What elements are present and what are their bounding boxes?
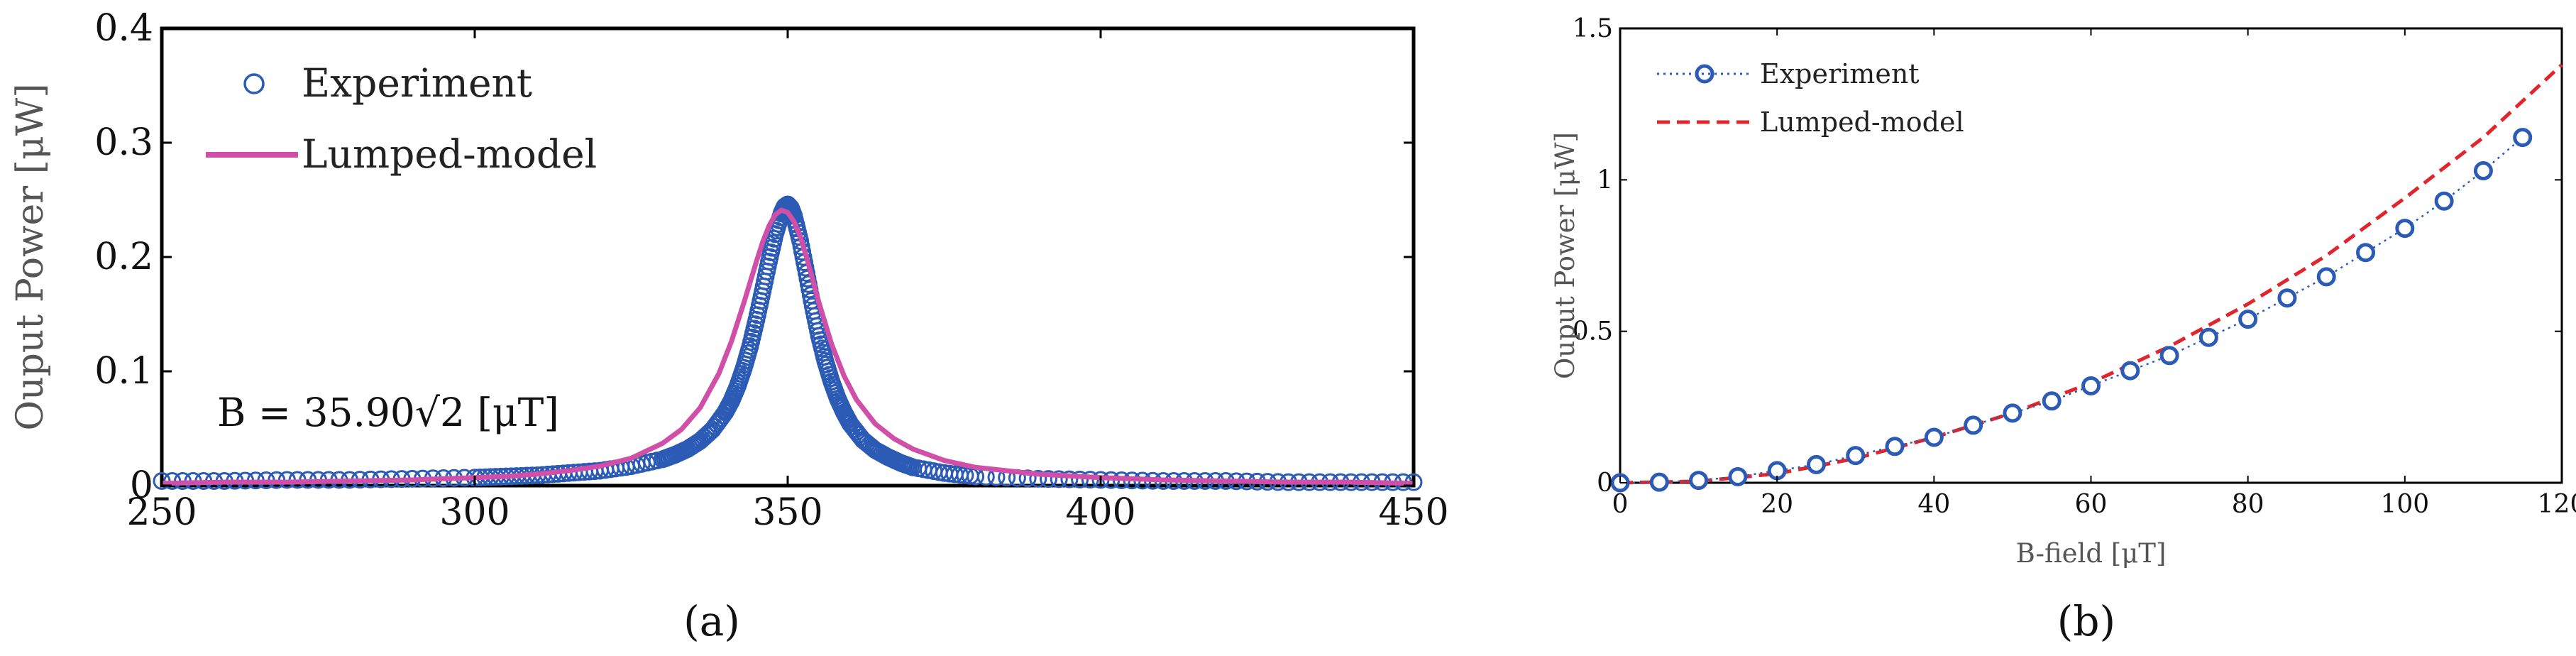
b-y-tick-label: 1 — [1597, 165, 1613, 195]
panel-b-tick-layer: 0 20 40 60 80 100 120 0 0.5 1 1.5 — [1573, 14, 2576, 519]
experiment-data-point — [2434, 191, 2454, 211]
a-x-tick-label: 300 — [439, 491, 510, 534]
experiment-data-point — [1924, 427, 1944, 447]
experiment-data-point — [2081, 376, 2101, 395]
experiment-data-point — [1806, 454, 1826, 474]
b-x-tick-label: 80 — [2232, 490, 2264, 519]
panel-a-y-axis-label: Ouput Power [μW] — [9, 84, 52, 431]
a-x-tick-label: 250 — [126, 491, 197, 534]
experiment-data-point — [2003, 403, 2022, 423]
b-x-tick-label: 60 — [2075, 490, 2108, 519]
panel-b-legend: Experiment Lumped-model — [1657, 58, 1964, 138]
panel-a-plot-frame — [160, 26, 1416, 488]
b-x-tick-label: 0 — [1612, 490, 1629, 519]
experiment-data-point — [2042, 391, 2062, 411]
experiment-data-point — [2473, 161, 2493, 181]
panel-b-label: (b) — [2057, 597, 2115, 645]
experiment-data-point — [1071, 470, 1089, 488]
panel-b-chart: 0 20 40 60 80 100 120 0 0.5 1 1.5 Ouput Power [μW]… — [1550, 14, 2576, 645]
b-x-tick-label: 120 — [2538, 490, 2576, 519]
panel-a-legend: Experiment Lumped-model — [206, 60, 597, 177]
experiment-data-point — [2238, 310, 2258, 329]
a-y-tick-label: 0.3 — [94, 121, 153, 164]
b-y-tick-label: 0.5 — [1573, 317, 1613, 346]
experiment-data-point — [2277, 288, 2297, 308]
experiment-data-point — [1689, 471, 1709, 491]
experiment-data-point — [1060, 470, 1079, 488]
experiment-data-point — [951, 466, 969, 484]
a-x-tick-label: 350 — [752, 491, 822, 534]
a-y-tick-label: 0.1 — [94, 350, 153, 393]
experiment-data-point — [1964, 415, 1983, 435]
experiment-data-point — [2395, 219, 2415, 239]
a-y-tick-label: 0.2 — [94, 236, 153, 278]
panel-a-legend-lumped-label: Lumped-model — [302, 131, 597, 177]
experiment-data-point — [2159, 346, 2179, 366]
experiment-data-point — [1728, 466, 1748, 486]
experiment-data-point — [1050, 470, 1068, 488]
b-x-tick-label: 40 — [1917, 490, 1950, 519]
experiment-data-point — [2120, 361, 2140, 381]
panel-b-series-layer — [1610, 63, 2563, 493]
experiment-data-point — [1029, 469, 1047, 488]
experiment-data-point — [695, 428, 713, 447]
a-x-tick-label: 450 — [1378, 491, 1448, 534]
panel-a-chart: 250 300 350 400 450 0 0.1 0.2 0.3 0.4 Ouput Power… — [9, 7, 1449, 645]
b-y-tick-label: 1.5 — [1573, 14, 1613, 43]
lumped-model-curve — [161, 207, 1414, 486]
a-y-tick-label: 0.4 — [94, 7, 153, 50]
b-x-tick-label: 100 — [2380, 490, 2429, 519]
experiment-data-point — [1040, 470, 1057, 488]
panel-a-legend-experiment-marker — [243, 73, 265, 94]
a-x-tick-label: 400 — [1065, 491, 1135, 534]
panel-b-x-axis-label: B-field [μT] — [2016, 538, 2167, 569]
panel-b-legend-experiment-marker — [1695, 64, 1714, 84]
experiment-data-point — [2316, 267, 2336, 287]
panel-a-label: (a) — [683, 597, 740, 645]
panel-a-legend-experiment-label: Experiment — [302, 60, 532, 106]
experiment-data-point — [1885, 437, 1905, 457]
a-y-tick-label: 0 — [130, 464, 153, 507]
experiment-data-point — [1846, 446, 1866, 466]
panel-a-series-layer — [153, 195, 1423, 491]
experiment-data-point — [1649, 472, 1669, 492]
panel-a-tick-layer: 250 300 350 400 450 0 0.1 0.2 0.3 0.4 — [94, 7, 1448, 534]
experiment-data-point — [2513, 128, 2533, 148]
panel-b-y-axis-label: Ouput Power [μW] — [1550, 132, 1580, 379]
panel-b-legend-experiment-label: Experiment — [1760, 58, 1920, 89]
b-x-tick-label: 20 — [1761, 490, 1793, 519]
panel-b-legend-lumped-label: Lumped-model — [1760, 106, 1964, 138]
panel-a-field-annotation: B = 35.90√2 [μT] — [217, 390, 559, 435]
experiment-data-point — [740, 341, 759, 359]
experiment-data-point — [2356, 243, 2376, 263]
b-y-tick-label: 0 — [1597, 469, 1613, 498]
experiment-data-point — [901, 457, 920, 476]
panel-b-plot-frame — [1619, 27, 2563, 484]
experiment-data-point — [2198, 327, 2218, 347]
